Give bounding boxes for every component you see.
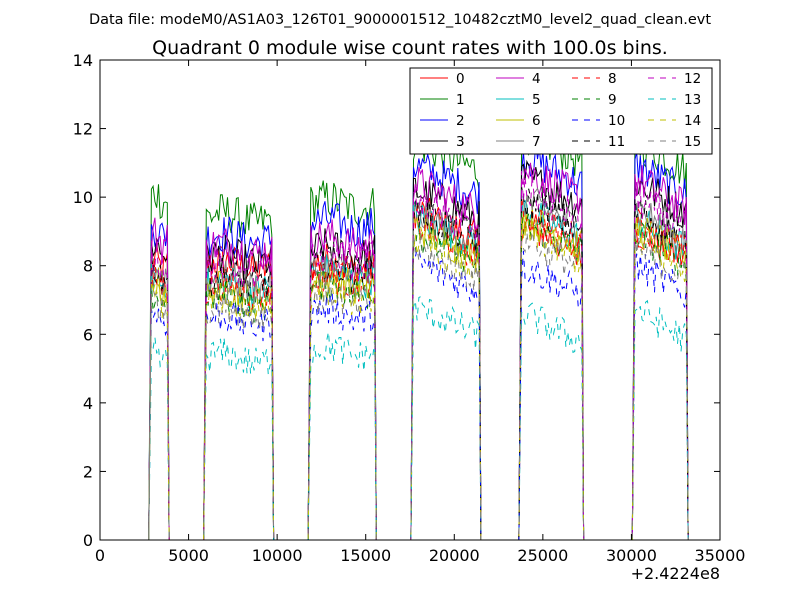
y-tick-label: 10 — [73, 188, 93, 207]
plot-area: 0 5000 10000 15000 20000 25000 30000 35000 0 2 4 6 8… — [73, 51, 746, 565]
y-tick-label: 0 — [83, 531, 93, 550]
series-line-13 — [148, 295, 689, 540]
legend-label-4: 4 — [532, 71, 541, 87]
series-line-11 — [148, 186, 689, 540]
legend-label-13: 13 — [684, 92, 701, 108]
suptitle: Data file: modeM0/AS1A03_126T01_90000015… — [89, 12, 711, 28]
legend-label-9: 9 — [608, 92, 617, 108]
x-tick-label: 20000 — [429, 546, 480, 565]
series-line-14 — [148, 214, 689, 540]
legend-label-11: 11 — [608, 134, 625, 150]
legend-label-12: 12 — [684, 71, 701, 87]
x-tick-label: 0 — [95, 546, 105, 565]
y-tick-label: 8 — [83, 257, 93, 276]
x-tick-label: 35000 — [695, 546, 746, 565]
legend-label-2: 2 — [456, 113, 465, 129]
x-tick-label: 30000 — [606, 546, 657, 565]
legend-box — [409, 67, 713, 155]
legend-label-10: 10 — [608, 113, 625, 129]
x-tick-label: 5000 — [168, 546, 209, 565]
y-tick-label: 12 — [73, 120, 93, 139]
legend-label-5: 5 — [532, 92, 541, 108]
series-layer — [148, 115, 689, 540]
legend-label-7: 7 — [532, 134, 541, 150]
legend-label-15: 15 — [684, 134, 701, 150]
y-tick-label: 4 — [83, 394, 93, 413]
legend-label-6: 6 — [532, 113, 541, 129]
legend-label-3: 3 — [456, 134, 465, 150]
y-tick-label: 2 — [83, 462, 93, 481]
x-tick-label: 15000 — [340, 546, 391, 565]
series-line-10 — [148, 248, 689, 540]
y-tick-label: 6 — [83, 325, 93, 344]
series-line-15 — [148, 229, 689, 540]
ticks-layer: 0 5000 10000 15000 20000 25000 30000 35000 0 2 4 6 8… — [73, 51, 746, 565]
x-offset-label: +2.4224e8 — [631, 564, 720, 583]
legend-label-14: 14 — [684, 113, 701, 129]
legend-label-8: 8 — [608, 71, 617, 87]
y-tick-label: 14 — [73, 51, 93, 70]
chart-title: Quadrant 0 module wise count rates with … — [152, 37, 668, 59]
axes-frame — [99, 59, 721, 541]
legend-label-0: 0 — [456, 71, 465, 87]
x-tick-label: 25000 — [517, 546, 568, 565]
legend-label-1: 1 — [456, 92, 465, 108]
series-line-4 — [148, 162, 689, 540]
x-tick-label: 10000 — [252, 546, 303, 565]
